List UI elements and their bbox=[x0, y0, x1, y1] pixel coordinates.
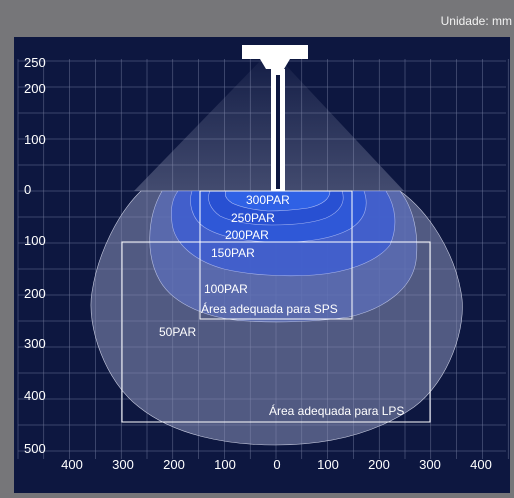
label-300par: 300PAR bbox=[246, 193, 290, 207]
x-tick-label: 0 bbox=[273, 457, 280, 472]
lamp-fixture bbox=[242, 45, 308, 191]
label-250par: 250PAR bbox=[231, 211, 275, 225]
y-tick-label: 500 bbox=[24, 441, 46, 456]
x-tick-label: 400 bbox=[470, 457, 492, 472]
par-map-svg: 300PAR 250PAR 200PAR 150PAR 100PAR 50PAR… bbox=[17, 45, 509, 472]
label-150par: 150PAR bbox=[211, 246, 255, 260]
chart-panel: 300PAR 250PAR 200PAR 150PAR 100PAR 50PAR… bbox=[14, 37, 510, 493]
y-tick-label: 200 bbox=[24, 286, 46, 301]
y-axis-tick-labels: 250 200 100 0 100 200 300 400 500 bbox=[24, 55, 46, 456]
contour-300par bbox=[224, 190, 331, 212]
x-tick-label: 100 bbox=[317, 457, 339, 472]
unit-label: Unidade: mm bbox=[440, 14, 512, 28]
sps-zone-label: Área adequada para SPS bbox=[201, 301, 338, 316]
x-tick-label: 400 bbox=[61, 457, 83, 472]
y-tick-label: 300 bbox=[24, 336, 46, 351]
y-tick-label: 200 bbox=[24, 81, 46, 96]
y-tick-label: 400 bbox=[24, 388, 46, 403]
lps-zone-label: Área adequada para LPS bbox=[269, 403, 404, 418]
y-tick-label: 250 bbox=[24, 55, 46, 70]
x-tick-label: 100 bbox=[214, 457, 236, 472]
y-tick-label: 0 bbox=[24, 182, 31, 197]
label-200par: 200PAR bbox=[225, 228, 269, 242]
x-tick-label: 200 bbox=[368, 457, 390, 472]
x-tick-label: 300 bbox=[419, 457, 441, 472]
x-axis-tick-labels: 400 300 200 100 0 100 200 300 400 bbox=[61, 457, 492, 472]
y-tick-label: 100 bbox=[24, 233, 46, 248]
x-tick-label: 300 bbox=[112, 457, 134, 472]
y-tick-label: 100 bbox=[24, 132, 46, 147]
label-50par: 50PAR bbox=[159, 325, 196, 339]
x-tick-label: 200 bbox=[163, 457, 185, 472]
lps-zone-box bbox=[121, 241, 431, 423]
label-100par: 100PAR bbox=[204, 282, 248, 296]
light-beam bbox=[134, 59, 404, 191]
